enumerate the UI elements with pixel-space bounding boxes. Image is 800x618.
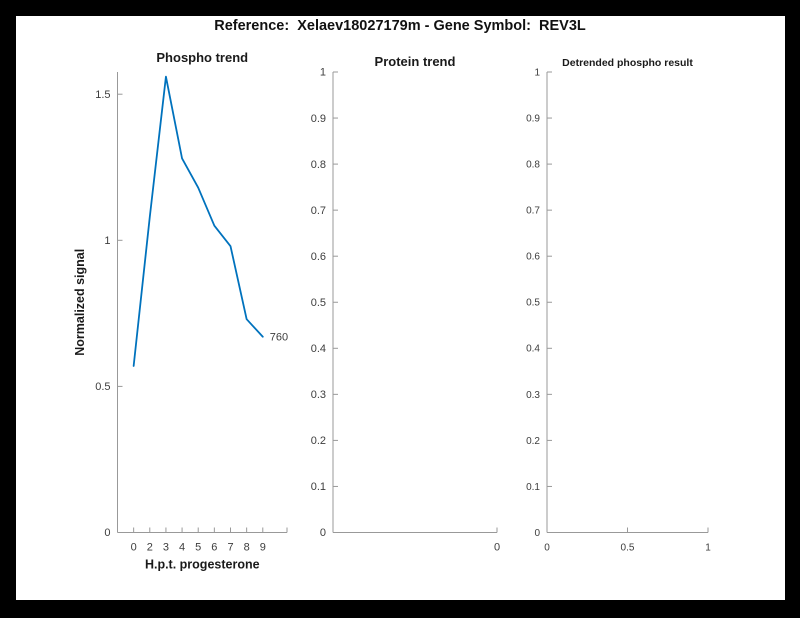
y-tick-label: 0 — [104, 527, 110, 539]
y-tick-label: 0 — [320, 527, 326, 539]
y-tick-label: 0.5 — [95, 381, 110, 393]
y-tick-label: 0 — [534, 528, 540, 539]
x-tick-label: 0 — [494, 542, 500, 554]
x-tick-label: 0 — [544, 543, 550, 554]
x-tick-label: 0.5 — [621, 543, 635, 554]
x-tick-label: 9 — [260, 542, 266, 554]
x-tick-label: 2 — [147, 542, 153, 554]
y-tick-label: 0.3 — [311, 389, 326, 401]
y-tick-label: 1 — [534, 67, 540, 78]
subplot-protein-trend: 0 0.1 0.2 0.3 0.4 0.5 0.6 0.7 0.8 0.9 1 0 Protein tr… — [311, 54, 500, 554]
x-tick-label: 6 — [211, 542, 217, 554]
subplot-title: Phospho trend — [156, 50, 248, 65]
y-tick-label: 1 — [104, 235, 110, 247]
subplot-detrended-phospho-result: 0 0.1 0.2 0.3 0.4 0.5 0.6 0.7 0.8 0.9 1 0 0.5 1 Detren… — [526, 57, 711, 554]
trend-line — [132, 75, 264, 367]
x-tick-label: 7 — [227, 542, 233, 554]
subplot-title: Detrended phospho result — [562, 57, 693, 69]
x-tick-label: 8 — [244, 542, 250, 554]
y-tick-label: 0.9 — [526, 113, 540, 124]
y-tick-label: 0.8 — [526, 160, 540, 171]
y-tick-label: 0.1 — [526, 482, 540, 493]
y-tick-label: 0.7 — [311, 205, 326, 217]
y-tick-label: 0.5 — [311, 297, 326, 309]
figure-canvas — [16, 16, 785, 600]
y-tick-label: 0.6 — [526, 252, 540, 263]
x-tick-label: 0 — [131, 542, 137, 554]
y-tick-label: 0.1 — [311, 481, 326, 493]
y-tick-label: 0.2 — [526, 436, 540, 447]
line-end-annotation: 760 — [270, 332, 288, 344]
figure-title: Reference: Xelaev18027179m - Gene Symbol… — [214, 18, 586, 34]
x-axis-label: H.p.t. progesterone — [145, 558, 260, 572]
y-tick-label: 0.3 — [526, 390, 540, 401]
subplot-title: Protein trend — [375, 54, 456, 69]
y-tick-label: 0.2 — [311, 435, 326, 447]
y-axis-label: Normalized signal — [73, 249, 87, 356]
y-tick-label: 0.4 — [526, 344, 540, 355]
y-tick-label: 0.8 — [311, 159, 326, 171]
y-tick-label: 0.7 — [526, 206, 540, 217]
x-tick-label: 1 — [705, 543, 711, 554]
y-tick-label: 1 — [320, 67, 326, 79]
y-tick-label: 0.4 — [311, 343, 326, 355]
x-tick-label: 3 — [163, 542, 169, 554]
y-tick-label: 0.5 — [526, 298, 540, 309]
y-tick-label: 1.5 — [95, 89, 110, 101]
x-tick-label: 4 — [179, 542, 185, 554]
y-tick-label: 0.6 — [311, 251, 326, 263]
x-tick-label: 5 — [195, 542, 201, 554]
y-tick-label: 0.9 — [311, 113, 326, 125]
